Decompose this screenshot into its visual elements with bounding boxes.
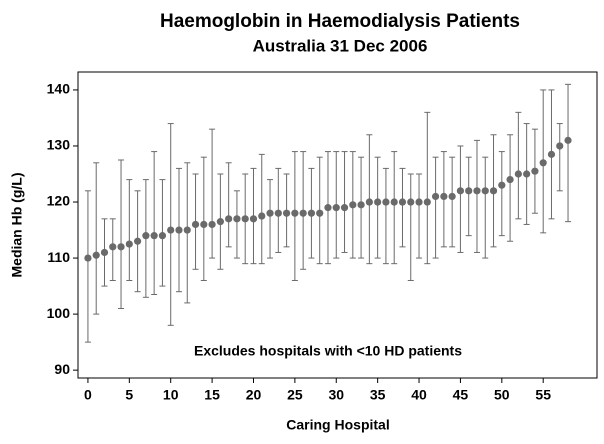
x-tick-label: 20 [246, 387, 262, 403]
median-point [183, 226, 191, 234]
median-point [324, 204, 332, 212]
median-point [307, 209, 316, 217]
median-point [291, 209, 299, 217]
x-tick-label: 10 [163, 387, 179, 403]
median-point [514, 170, 522, 178]
median-point [233, 215, 241, 223]
median-point [531, 167, 539, 175]
x-tick-label: 35 [370, 387, 386, 403]
median-point [274, 209, 282, 217]
median-point [465, 187, 473, 195]
median-point [390, 198, 398, 206]
x-axis-label: Caring Hospital [286, 417, 389, 433]
median-point [167, 226, 175, 234]
median-point [133, 237, 142, 245]
median-point [382, 198, 390, 206]
x-tick-label: 55 [535, 387, 551, 403]
median-point [175, 226, 183, 234]
median-point [456, 187, 465, 195]
median-point [398, 198, 407, 206]
x-tick-label: 45 [453, 387, 469, 403]
median-point [200, 220, 208, 229]
median-point [142, 232, 150, 240]
median-point [423, 198, 431, 206]
y-tick-label: 120 [47, 193, 71, 209]
median-point [266, 209, 274, 217]
median-point [249, 215, 258, 223]
median-point [225, 215, 233, 223]
median-point [299, 209, 307, 217]
median-point [92, 251, 100, 259]
median-point [506, 176, 514, 184]
median-point [539, 159, 547, 167]
chart-subtitle: Australia 31 Dec 2006 [253, 36, 428, 55]
median-point [241, 215, 249, 223]
median-point [117, 243, 125, 251]
median-point [481, 187, 489, 195]
median-point [473, 187, 481, 195]
median-point [440, 192, 448, 201]
median-point [316, 209, 324, 217]
y-tick-label: 140 [47, 81, 71, 97]
median-point [365, 198, 373, 206]
y-tick-label: 90 [54, 361, 70, 377]
median-point [282, 209, 291, 217]
median-point [109, 243, 117, 251]
median-point [564, 136, 572, 144]
median-point [84, 254, 92, 262]
median-point [357, 201, 365, 209]
median-point [349, 201, 357, 209]
median-point [100, 248, 109, 257]
median-point [340, 204, 349, 212]
median-point [498, 181, 506, 189]
median-point [150, 232, 158, 240]
x-tick-label: 25 [287, 387, 303, 403]
median-point [125, 240, 133, 248]
median-point [415, 198, 423, 206]
y-tick-label: 110 [47, 249, 70, 265]
median-point [216, 218, 224, 226]
median-point [208, 220, 216, 229]
median-point [158, 232, 167, 240]
x-tick-label: 50 [494, 387, 510, 403]
x-tick-label: 0 [84, 387, 92, 403]
median-point [556, 142, 564, 150]
plot-frame [77, 71, 598, 379]
median-point [547, 150, 556, 158]
median-point [374, 198, 382, 206]
median-point [258, 212, 266, 220]
x-tick-label: 15 [204, 387, 220, 403]
y-tick-label: 100 [47, 305, 71, 321]
y-tick-label: 130 [47, 137, 71, 153]
chart-title: Haemoglobin in Haemodialysis Patients [160, 11, 520, 32]
x-tick-label: 30 [328, 387, 344, 403]
median-point [332, 204, 340, 212]
median-point [407, 198, 415, 206]
median-point [191, 220, 200, 229]
x-tick-label: 5 [125, 387, 133, 403]
x-tick-label: 40 [411, 387, 427, 403]
median-point [523, 170, 531, 178]
y-axis-label: Median Hb (g/L) [9, 173, 25, 278]
median-point [448, 192, 456, 201]
annotation: Excludes hospitals with <10 HD patients [194, 343, 462, 359]
median-point [431, 192, 440, 201]
median-point [489, 187, 498, 195]
